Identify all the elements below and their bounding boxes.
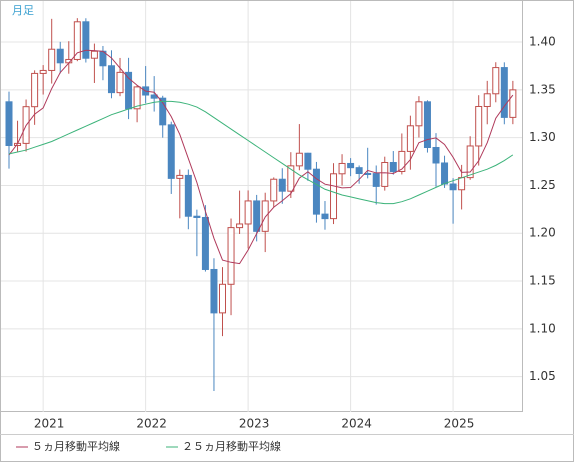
candle-body <box>133 86 141 110</box>
candle-body <box>475 105 483 147</box>
candle-body <box>201 216 209 270</box>
y-tick-label: 1.35 <box>529 82 556 96</box>
candle-body <box>389 162 397 172</box>
candle-body <box>82 21 90 59</box>
candle-body <box>355 167 363 174</box>
candle-body <box>415 101 423 127</box>
legend-label: ２５ヵ月移動平均線 <box>182 439 281 453</box>
x-tick-label: 2021 <box>34 417 65 431</box>
candle-body <box>116 71 124 94</box>
candle-body <box>423 101 431 148</box>
y-tick-label: 1.40 <box>529 35 556 49</box>
candle-body <box>176 174 184 179</box>
candle-body <box>347 162 355 169</box>
candle-body <box>31 72 39 108</box>
candle-body <box>330 173 338 220</box>
candle-body <box>270 178 278 202</box>
x-tick-label: 2023 <box>239 417 270 431</box>
moving-average-line <box>8 49 514 265</box>
candle-body <box>184 174 192 217</box>
candle-body <box>261 200 269 232</box>
candle-body <box>227 227 235 285</box>
candle-body <box>304 152 312 170</box>
candle-body <box>312 168 320 215</box>
y-tick-label: 1.10 <box>529 321 556 335</box>
candle-body <box>219 283 226 314</box>
y-tick-label: 1.05 <box>529 369 556 383</box>
legend-label: ５ヵ月移動平均線 <box>32 439 120 453</box>
x-tick-label: 2024 <box>341 417 372 431</box>
y-tick-label: 1.20 <box>529 226 556 240</box>
candle-body <box>483 93 491 107</box>
candle-body <box>253 200 261 232</box>
candle-body <box>492 67 500 95</box>
candle-body <box>56 48 64 64</box>
plot-area <box>0 0 523 412</box>
candle-body <box>167 124 175 179</box>
candle-body <box>441 162 449 185</box>
candle-body <box>295 152 303 167</box>
candle-body <box>364 172 372 175</box>
candle-body <box>381 162 389 187</box>
candle-body <box>398 150 406 172</box>
candle-body <box>48 48 56 71</box>
candle-body <box>432 146 440 164</box>
candle-body <box>287 165 295 192</box>
candle-body <box>244 200 252 225</box>
candle-body <box>321 213 329 220</box>
y-tick-label: 1.30 <box>529 130 556 144</box>
candle-body <box>210 268 218 314</box>
candle-body <box>236 223 244 229</box>
candle-body <box>159 97 167 126</box>
x-tick-label: 2025 <box>444 417 475 431</box>
candle-body <box>39 69 47 74</box>
candle-body <box>458 177 466 191</box>
candle-body <box>107 65 115 94</box>
candle-body <box>90 50 98 59</box>
candle-body <box>449 183 457 191</box>
y-tick-label: 1.25 <box>529 178 556 192</box>
candle-body <box>5 101 13 146</box>
candle-body <box>500 67 508 118</box>
x-tick-label: 2022 <box>136 417 167 431</box>
candle-body <box>193 215 201 218</box>
y-tick-label: 1.15 <box>529 274 556 288</box>
candle-body <box>278 178 286 192</box>
candle-body <box>338 162 346 175</box>
candle-body <box>509 89 517 118</box>
candle-body <box>406 125 414 152</box>
candle-body <box>466 145 474 179</box>
candle-body <box>73 21 81 60</box>
candle-body <box>372 173 380 187</box>
moving-average-line <box>8 100 514 205</box>
period-label: 月足 <box>12 4 34 17</box>
